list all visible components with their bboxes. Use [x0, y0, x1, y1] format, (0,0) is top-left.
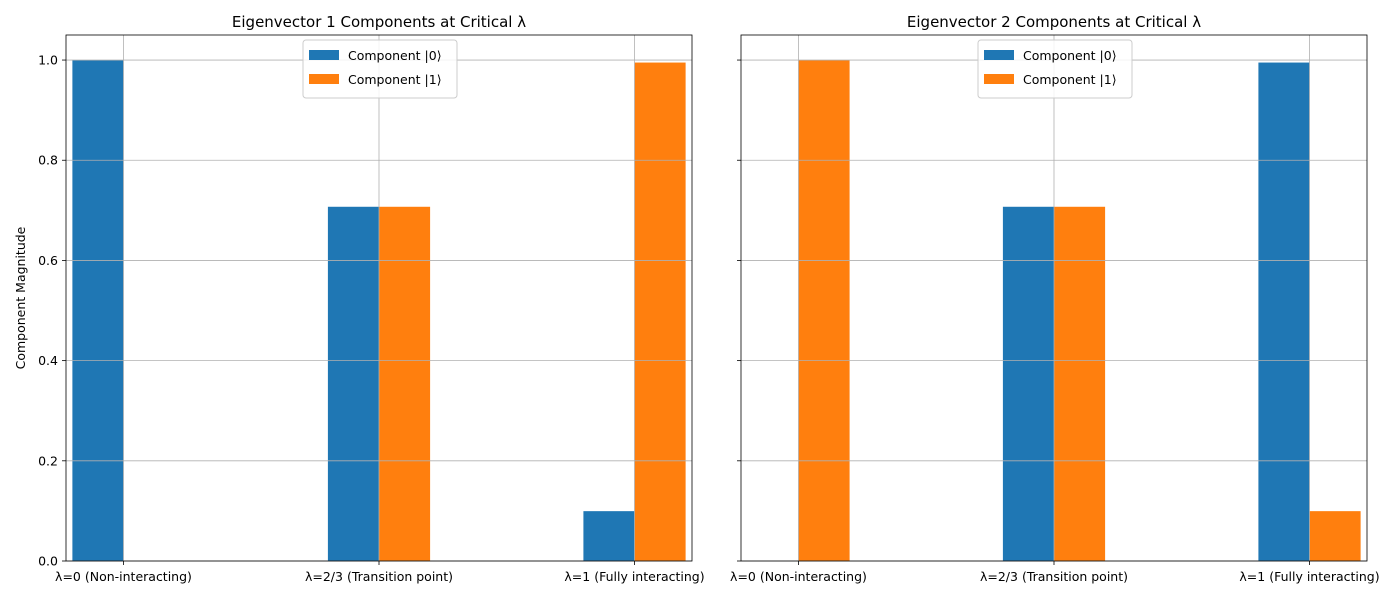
legend-label-2: Component |1⟩ [348, 72, 442, 87]
gridlines [66, 35, 692, 562]
x-tick-label-2: λ=2/3 (Transition point) [980, 569, 1128, 584]
legend: Component |0⟩ Component |1⟩ [302, 39, 458, 99]
bars [798, 60, 1361, 562]
x-ticks: λ=0 (Non-interacting) λ=2/3 (Transition p… [55, 561, 705, 584]
x-tick-label-2: λ=2/3 (Transition point) [305, 569, 453, 584]
bar-series1-2 [327, 206, 379, 562]
chart-title: Eigenvector 1 Components at Critical λ [232, 13, 526, 31]
y-ticks: 0.0 0.2 0.4 0.6 0.8 1.0 [38, 53, 66, 569]
x-tick-label-1: λ=0 (Non-interacting) [55, 569, 192, 584]
bar-series2-1 [798, 60, 850, 562]
bar-series2-3 [1309, 511, 1361, 561]
y-tick-label-2: 0.2 [38, 453, 58, 468]
bar-series2-2 [379, 206, 431, 562]
y-tick-label-5: 0.8 [38, 153, 58, 168]
x-tick-label-1: λ=0 (Non-interacting) [730, 569, 867, 584]
y-tick-label-3: 0.4 [38, 353, 58, 368]
legend-label-1: Component |0⟩ [348, 48, 442, 63]
chart-title: Eigenvector 2 Components at Critical λ [907, 13, 1201, 31]
y-tick-label-6: 1.0 [38, 53, 58, 68]
x-tick-label-3: λ=1 (Fully interacting) [564, 569, 704, 584]
y-axis-label: Component Magnitude [13, 226, 28, 369]
legend-swatch-1 [309, 50, 339, 60]
legend: Component |0⟩ Component |1⟩ [977, 39, 1133, 99]
bar-series2-2 [1054, 206, 1106, 562]
bar-series2-3 [634, 62, 686, 562]
bar-series1-2 [1002, 206, 1054, 562]
bar-series1-1 [72, 60, 124, 562]
bars [72, 60, 686, 562]
legend-swatch-2 [984, 74, 1014, 84]
chart-panel-1: 0.00.20.40.60.81.0λ=0 (Non-interacting) λ… [13, 13, 705, 584]
bar-series1-3 [583, 511, 635, 561]
y-tick-label-1: 0.0 [38, 554, 58, 569]
legend-box [302, 39, 458, 99]
x-ticks: λ=0 (Non-interacting) λ=2/3 (Transition p… [730, 561, 1380, 584]
legend-swatch-1 [984, 50, 1014, 60]
legend-box [977, 39, 1133, 99]
chart-panel-2: λ=0 (Non-interacting) λ=2/3 (Transition p… [730, 13, 1380, 584]
y-tick-label-4: 0.6 [38, 253, 58, 268]
legend-swatch-2 [309, 74, 339, 84]
legend-label-2: Component |1⟩ [1023, 72, 1117, 87]
y-ticks [737, 59, 741, 562]
x-tick-label-3: λ=1 (Fully interacting) [1239, 569, 1379, 584]
bar-series1-3 [1258, 62, 1310, 562]
legend-label-1: Component |0⟩ [1023, 48, 1117, 63]
